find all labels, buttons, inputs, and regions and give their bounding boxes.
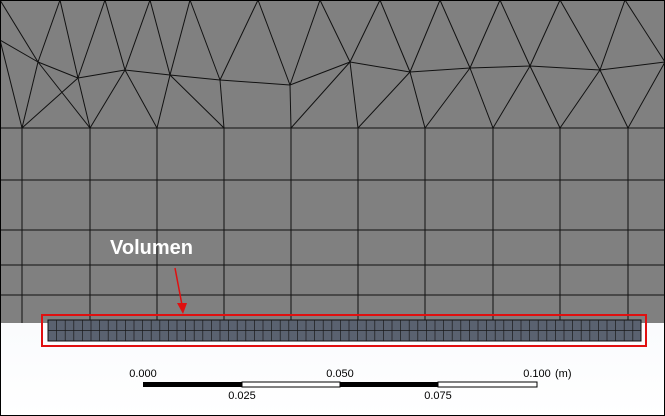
scale-segment — [143, 382, 242, 387]
scale-label: 0.000 — [129, 368, 157, 380]
scale-label: 0.050 — [326, 368, 354, 380]
mesh-view: Volumen 0.000 0.050 0.100 (m) 0.025 0.07… — [0, 0, 665, 416]
scale-label: 0.025 — [228, 390, 256, 402]
scale-segment — [340, 382, 438, 387]
mesh-domain — [0, 0, 665, 323]
scale-label: 0.075 — [424, 390, 452, 402]
annotation-label: Volumen — [110, 237, 193, 259]
scale-segment — [242, 382, 340, 387]
scale-unit: (m) — [555, 368, 572, 380]
scale-segment — [438, 382, 537, 387]
scale-label: 0.100 — [523, 368, 551, 380]
viewport: Volumen 0.000 0.050 0.100 (m) 0.025 0.07… — [0, 0, 665, 416]
